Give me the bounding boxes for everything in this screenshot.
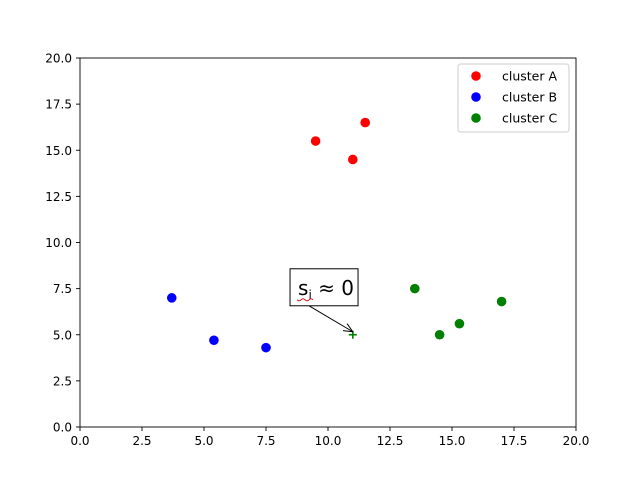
spellcheck-squiggle	[296, 298, 314, 302]
annotation: si ≈ 0	[289, 268, 359, 333]
legend-label: cluster A	[502, 69, 557, 84]
legend-box	[457, 63, 570, 133]
data-point	[454, 318, 465, 329]
data-point	[209, 335, 219, 346]
y-tick-label: 0.0	[53, 421, 72, 435]
annotation-text-subscript: i	[308, 288, 311, 302]
plot-area	[166, 117, 507, 353]
data-point	[410, 283, 420, 294]
data-point	[348, 154, 358, 165]
y-tick-label: 12.5	[45, 190, 72, 204]
legend-marker	[471, 92, 481, 102]
annotation-arrow	[308, 305, 354, 333]
y-tick-label: 20.0	[45, 52, 72, 66]
y-tick-label: 7.5	[53, 282, 72, 296]
x-tick-label: 17.5	[501, 434, 528, 448]
y-tick-label: 5.0	[53, 328, 72, 342]
x-tick-label: 10.0	[315, 434, 342, 448]
legend-marker	[471, 71, 481, 81]
x-tick-label: 2.5	[132, 434, 151, 448]
data-point	[261, 342, 271, 353]
x-tick-label: 5.0	[194, 434, 213, 448]
x-tick-label: 12.5	[377, 434, 404, 448]
x-tick-label: 15.0	[439, 434, 466, 448]
y-tick-label: 15.0	[45, 144, 72, 158]
x-tick-label: 7.5	[256, 434, 275, 448]
x-tick-label: 20.0	[563, 434, 590, 448]
data-point	[434, 329, 445, 340]
y-tick-label: 17.5	[45, 98, 72, 112]
y-tick-label: 10.0	[45, 236, 72, 250]
annotation-text-rest: ≈ 0	[312, 276, 354, 300]
data-point	[360, 117, 371, 128]
annotation-arrowhead	[342, 323, 354, 333]
data-point	[310, 136, 321, 146]
legend-label: cluster B	[502, 90, 557, 105]
x-tick-label: 0.0	[70, 434, 89, 448]
annotation-text: si ≈ 0	[298, 276, 354, 302]
legend-label: cluster C	[502, 111, 557, 126]
data-point	[166, 293, 177, 303]
axes: 0.0 2.5 5.0 7.5 10.0 12.5 15.0 17.5 20.0 0.0 2.5 5.…	[45, 52, 589, 449]
annotation-text-main: s	[298, 276, 308, 300]
legend-marker	[471, 113, 481, 123]
data-point	[496, 296, 507, 307]
y-tick-label: 2.5	[53, 374, 72, 388]
legend: cluster A cluster B cluster C	[457, 63, 570, 133]
